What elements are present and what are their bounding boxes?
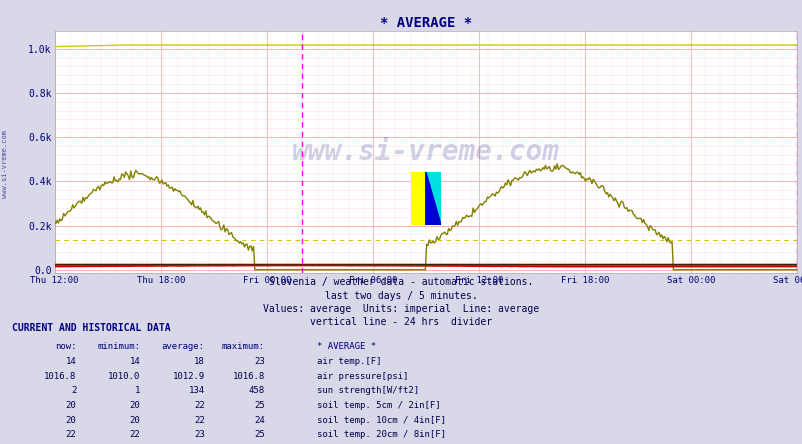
Text: 458: 458 xyxy=(249,386,265,396)
Text: 1012.9: 1012.9 xyxy=(172,372,205,381)
Text: last two days / 5 minutes.: last two days / 5 minutes. xyxy=(325,291,477,301)
Text: 25: 25 xyxy=(254,430,265,440)
Text: 134: 134 xyxy=(188,386,205,396)
Text: vertical line - 24 hrs  divider: vertical line - 24 hrs divider xyxy=(310,317,492,328)
Text: soil temp. 20cm / 8in[F]: soil temp. 20cm / 8in[F] xyxy=(317,430,446,440)
Text: sun strength[W/ft2]: sun strength[W/ft2] xyxy=(317,386,419,396)
Text: 20: 20 xyxy=(130,401,140,410)
Bar xyxy=(425,172,440,198)
Polygon shape xyxy=(425,172,440,225)
Text: www.si-vreme.com: www.si-vreme.com xyxy=(292,138,559,166)
Text: now:: now: xyxy=(55,342,76,352)
Text: air temp.[F]: air temp.[F] xyxy=(317,357,381,366)
Text: 22: 22 xyxy=(194,401,205,410)
Text: 25: 25 xyxy=(254,401,265,410)
Text: soil temp. 5cm / 2in[F]: soil temp. 5cm / 2in[F] xyxy=(317,401,440,410)
Text: Slovenia / weather data - automatic stations.: Slovenia / weather data - automatic stat… xyxy=(269,278,533,288)
Text: 1016.8: 1016.8 xyxy=(233,372,265,381)
Text: 22: 22 xyxy=(66,430,76,440)
Text: minimum:: minimum: xyxy=(97,342,140,352)
Text: 14: 14 xyxy=(66,357,76,366)
Text: 20: 20 xyxy=(66,416,76,425)
Text: 23: 23 xyxy=(254,357,265,366)
Text: 18: 18 xyxy=(194,357,205,366)
Text: 2: 2 xyxy=(71,386,76,396)
Text: 23: 23 xyxy=(194,430,205,440)
Text: 20: 20 xyxy=(66,401,76,410)
Text: air pressure[psi]: air pressure[psi] xyxy=(317,372,408,381)
Text: 22: 22 xyxy=(194,416,205,425)
Text: 24: 24 xyxy=(254,416,265,425)
Text: soil temp. 10cm / 4in[F]: soil temp. 10cm / 4in[F] xyxy=(317,416,446,425)
Text: 22: 22 xyxy=(130,430,140,440)
Text: * AVERAGE *: * AVERAGE * xyxy=(317,342,376,352)
Polygon shape xyxy=(425,172,440,225)
Text: CURRENT AND HISTORICAL DATA: CURRENT AND HISTORICAL DATA xyxy=(12,323,171,333)
Bar xyxy=(425,198,440,225)
Text: maximum:: maximum: xyxy=(221,342,265,352)
Text: Values: average  Units: imperial  Line: average: Values: average Units: imperial Line: av… xyxy=(263,304,539,314)
Text: 1: 1 xyxy=(135,386,140,396)
Text: www.si-vreme.com: www.si-vreme.com xyxy=(2,130,8,198)
Text: 14: 14 xyxy=(130,357,140,366)
Text: 1016.8: 1016.8 xyxy=(44,372,76,381)
Text: 1010.0: 1010.0 xyxy=(108,372,140,381)
Title: * AVERAGE *: * AVERAGE * xyxy=(379,16,472,30)
Text: 20: 20 xyxy=(130,416,140,425)
Text: average:: average: xyxy=(161,342,205,352)
Bar xyxy=(410,172,425,225)
